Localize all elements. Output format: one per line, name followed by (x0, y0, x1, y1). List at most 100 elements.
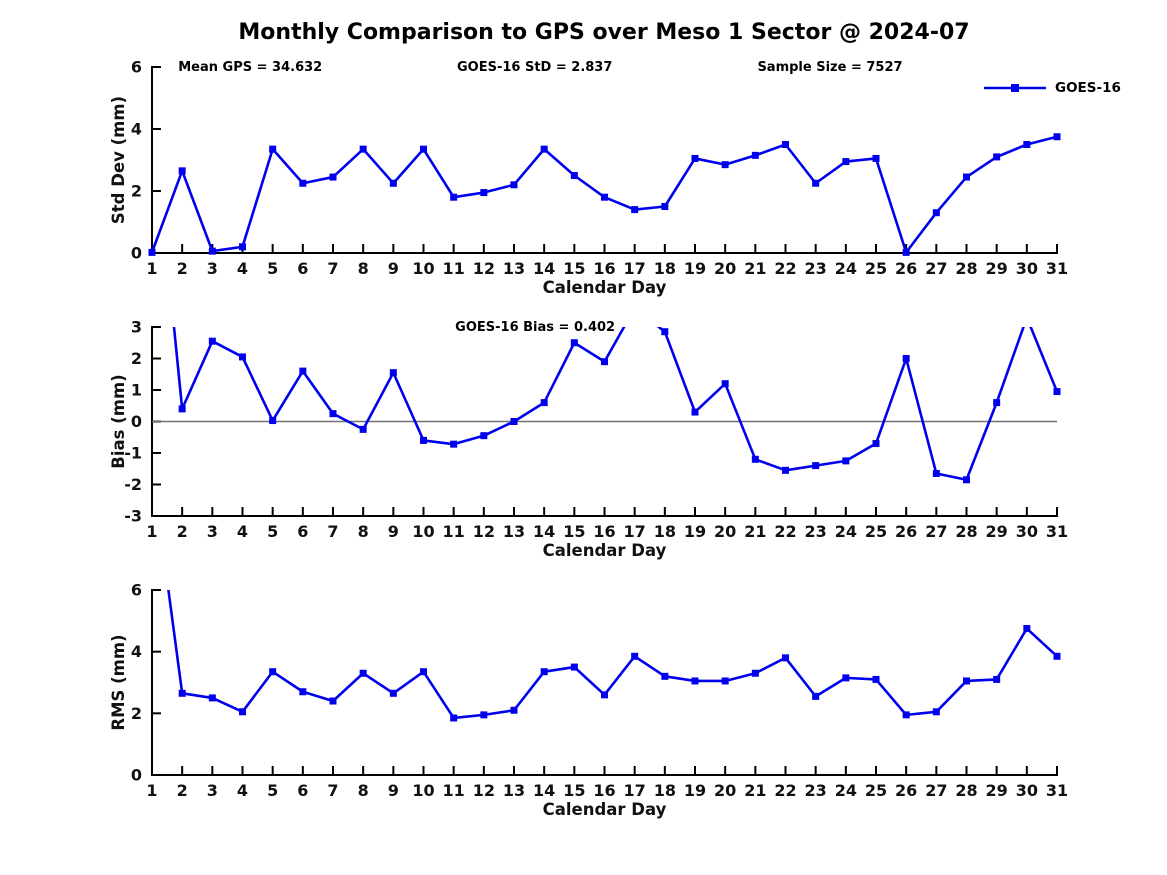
svg-text:20: 20 (714, 259, 736, 278)
axes (151, 589, 1058, 776)
series-goes16 (148, 133, 1061, 256)
svg-text:6: 6 (297, 781, 308, 800)
data-point-marker (480, 711, 488, 719)
svg-text:15: 15 (563, 781, 585, 800)
y-axis-label: RMS (mm) (109, 634, 128, 730)
data-point-marker (540, 668, 548, 676)
svg-text:6: 6 (131, 58, 142, 77)
rms-plot: 1 2 3 4 5 6 7 8 9 10 11 12 13 14 15 16 17 18 19 20 21 22 23 24 2… (109, 581, 1068, 820)
data-point-marker (782, 654, 789, 662)
data-point-marker (631, 652, 639, 660)
svg-text:-1: -1 (124, 444, 142, 463)
svg-text:14: 14 (533, 781, 555, 800)
svg-text:20: 20 (714, 522, 736, 541)
svg-text:6: 6 (297, 259, 308, 278)
x-axis-label: Calendar Day (543, 278, 667, 297)
svg-text:7: 7 (327, 259, 338, 278)
legend-line-marker-icon (984, 84, 1046, 92)
data-point-marker (299, 179, 307, 187)
data-point-marker (178, 167, 186, 175)
svg-text:17: 17 (624, 781, 646, 800)
svg-text:18: 18 (654, 522, 676, 541)
svg-text:25: 25 (865, 522, 887, 541)
svg-text:9: 9 (388, 522, 399, 541)
data-point-marker (239, 353, 246, 361)
y-ticks (153, 66, 161, 254)
y-ticks (153, 589, 161, 776)
data-point-marker (993, 399, 1001, 407)
svg-text:8: 8 (358, 259, 369, 278)
rms-panel: 1 2 3 4 5 6 7 8 9 10 11 12 13 14 15 16 17 18 19 20 21 22 23 24 2… (0, 575, 1167, 835)
data-point-marker (420, 668, 427, 676)
data-point-marker (389, 179, 397, 187)
x-ticks (151, 766, 1058, 774)
svg-text:21: 21 (744, 522, 766, 541)
data-point-markers (148, 133, 1061, 256)
svg-text:21: 21 (744, 781, 766, 800)
svg-text:2: 2 (131, 182, 142, 201)
data-point-marker (329, 697, 337, 705)
data-point-marker (208, 337, 216, 345)
svg-text:29: 29 (986, 781, 1008, 800)
data-point-marker (359, 669, 367, 677)
svg-text:2: 2 (131, 349, 142, 368)
data-point-marker (661, 203, 669, 210)
axes (151, 66, 1058, 254)
data-point-marker (208, 694, 216, 702)
svg-text:22: 22 (774, 522, 796, 541)
svg-text:11: 11 (443, 781, 465, 800)
data-point-marker (631, 206, 639, 214)
data-point-marker (842, 158, 850, 166)
data-point-marker (751, 151, 759, 159)
data-point-marker (299, 367, 307, 375)
data-point-marker (601, 358, 608, 366)
data-point-marker (1053, 652, 1061, 660)
data-point-marker (540, 145, 548, 153)
svg-text:10: 10 (412, 781, 434, 800)
svg-text:19: 19 (684, 522, 706, 541)
svg-text:11: 11 (443, 259, 465, 278)
svg-text:25: 25 (865, 781, 887, 800)
svg-text:31: 31 (1046, 259, 1068, 278)
data-point-marker (691, 677, 699, 685)
legend-label: GOES-16 (1055, 80, 1121, 96)
data-point-marker (932, 209, 940, 217)
svg-text:26: 26 (895, 781, 917, 800)
y-tick-labels: 0 2 4 6 (131, 58, 142, 263)
svg-text:0: 0 (131, 412, 142, 431)
data-point-marker (782, 141, 789, 148)
svg-text:0: 0 (131, 244, 142, 263)
data-point-marker (661, 328, 669, 336)
data-point-marker (239, 708, 246, 716)
svg-text:8: 8 (358, 781, 369, 800)
data-point-marker (480, 189, 488, 197)
x-tick-labels: 1 2 3 4 5 6 7 8 9 10 11 12 13 14 15 16 17 18 19 20 21 22 23 24 2… (146, 781, 1068, 800)
svg-text:4: 4 (131, 120, 142, 139)
svg-text:27: 27 (925, 781, 947, 800)
svg-text:16: 16 (593, 522, 615, 541)
svg-text:12: 12 (473, 781, 495, 800)
data-point-marker (963, 677, 970, 685)
svg-text:18: 18 (654, 259, 676, 278)
svg-text:13: 13 (503, 781, 525, 800)
svg-text:5: 5 (267, 522, 278, 541)
x-tick-labels: 1 2 3 4 5 6 7 8 9 10 11 12 13 14 15 16 17 18 19 20 21 22 23 24 2… (146, 259, 1068, 278)
svg-text:2: 2 (177, 781, 188, 800)
svg-text:3: 3 (207, 781, 218, 800)
svg-text:3: 3 (207, 522, 218, 541)
svg-text:29: 29 (986, 259, 1008, 278)
svg-text:13: 13 (503, 259, 525, 278)
svg-text:-3: -3 (124, 507, 142, 526)
svg-text:3: 3 (131, 318, 142, 337)
svg-text:23: 23 (805, 522, 827, 541)
svg-text:29: 29 (986, 522, 1008, 541)
data-point-marker (993, 153, 1001, 161)
data-point-marker (631, 310, 638, 312)
svg-text:30: 30 (1016, 259, 1038, 278)
x-axis-label: Calendar Day (543, 541, 667, 560)
data-point-marker (812, 692, 820, 700)
data-point-marker (963, 476, 970, 484)
svg-text:19: 19 (684, 781, 706, 800)
svg-text:7: 7 (327, 522, 338, 541)
